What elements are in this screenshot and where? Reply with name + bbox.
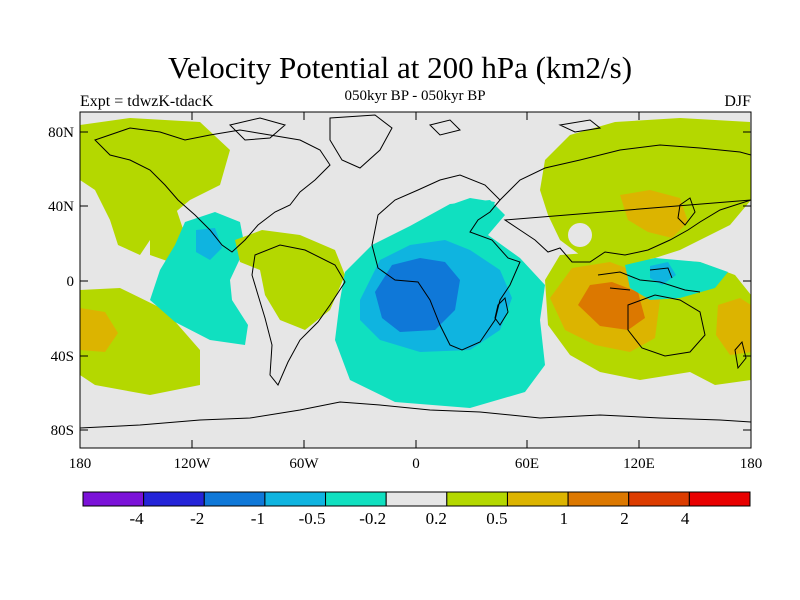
- north-pacific-positive-region: [80, 118, 230, 255]
- japan-coast: [677, 197, 696, 226]
- map-subtitle: 050kyr BP - 050kyr BP: [344, 88, 486, 104]
- central-pacific-warm-region: [80, 308, 118, 352]
- colorbar-box: [628, 491, 690, 507]
- antarctica-coast: [80, 401, 751, 429]
- x-axis-labels: 180 120W 60W 0 60E 120E 180: [69, 456, 763, 472]
- colorbar-box: [446, 491, 508, 507]
- south-pacific-positive-region: [80, 288, 200, 395]
- colorbar-box: [82, 491, 145, 507]
- season-label: DJF: [724, 93, 751, 110]
- asia-positive-region: [540, 118, 751, 262]
- colorbar-label: -0.2: [359, 509, 386, 528]
- madagascar-coast: [494, 296, 509, 326]
- east-asia-warm-region: [620, 190, 688, 238]
- south-pacific-east-warm-region: [716, 298, 751, 355]
- map-panel: [80, 112, 751, 448]
- map-title: Velocity Potential at 200 hPa (km2/s): [167, 50, 633, 85]
- new-zealand-coast: [734, 340, 747, 370]
- x-tick-label: 180: [69, 456, 92, 472]
- colorbar-box: [264, 491, 327, 507]
- colorbar-label: 1: [560, 509, 569, 528]
- y-axis-ticks: [80, 131, 751, 431]
- north-america-coast: [94, 127, 331, 253]
- east-pacific-negative-region: [150, 212, 248, 345]
- colorbar-label: -1: [251, 509, 265, 528]
- colorbar-label: 2: [620, 509, 629, 528]
- south-america-coast: [251, 244, 346, 386]
- y-tick-label: 0: [67, 274, 75, 290]
- x-tick-label: 180: [740, 456, 763, 472]
- colorbar-label: 0.2: [426, 509, 447, 528]
- experiment-label: Expt = tdwzK-tdacK: [80, 93, 214, 110]
- y-tick-label: 40S: [51, 349, 74, 365]
- south-america-positive-region: [235, 230, 345, 330]
- indonesia-coast: [597, 267, 701, 293]
- colorbar-label: 0.5: [486, 509, 507, 528]
- east-pacific-blue-region: [196, 228, 222, 260]
- maritime-continent-blue-region: [650, 262, 676, 285]
- colorbar-box: [688, 491, 751, 507]
- asia-coast: [499, 144, 751, 263]
- colorbar-label: -0.5: [299, 509, 326, 528]
- asia-neutral-gap: [568, 223, 592, 247]
- europe-africa-coast: [371, 174, 521, 351]
- x-tick-label: 60E: [515, 456, 539, 472]
- greenland-coast: [329, 114, 393, 169]
- colorbar-box: [567, 491, 630, 507]
- coastlines: [80, 114, 751, 429]
- x-tick-label: 120W: [174, 456, 212, 472]
- colorbar-box: [506, 491, 569, 507]
- colorbar-box: [325, 491, 387, 507]
- y-axis-labels: 80N 40N 0 40S 80S: [48, 125, 74, 439]
- australia-coast: [627, 294, 706, 357]
- africa-core-negative-region: [375, 258, 460, 332]
- colorbar-box: [203, 491, 266, 507]
- x-tick-label: 120E: [623, 456, 655, 472]
- y-tick-label: 80S: [51, 423, 74, 439]
- colorbar-label: -2: [190, 509, 204, 528]
- colorbar-label: -4: [129, 509, 144, 528]
- colorbar-label: 4: [681, 509, 690, 528]
- contour-fills: [80, 118, 751, 408]
- y-tick-label: 40N: [48, 199, 74, 215]
- x-axis-ticks: [79, 112, 752, 448]
- x-tick-label: 60W: [289, 456, 319, 472]
- colorbar: -4 -2 -1 -0.5 -0.2 0.2 0.5 1 2 4: [82, 491, 751, 528]
- x-tick-label: 0: [412, 456, 420, 472]
- colorbar-box: [385, 491, 448, 507]
- y-tick-label: 80N: [48, 125, 74, 141]
- colorbar-box: [143, 491, 205, 507]
- arctic-islands-coast: [229, 117, 602, 141]
